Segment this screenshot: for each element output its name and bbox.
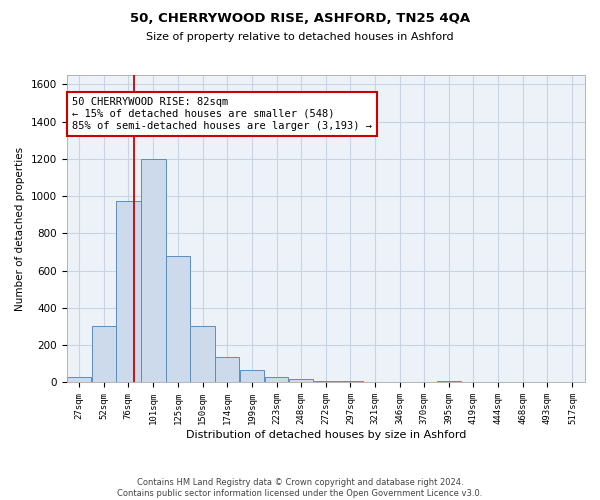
- Text: 50 CHERRYWOOD RISE: 82sqm
← 15% of detached houses are smaller (548)
85% of semi: 50 CHERRYWOOD RISE: 82sqm ← 15% of detac…: [72, 98, 372, 130]
- Bar: [437, 381, 461, 382]
- Bar: [166, 256, 190, 382]
- Bar: [289, 378, 313, 382]
- Bar: [92, 326, 116, 382]
- Text: 50, CHERRYWOOD RISE, ASHFORD, TN25 4QA: 50, CHERRYWOOD RISE, ASHFORD, TN25 4QA: [130, 12, 470, 26]
- Y-axis label: Number of detached properties: Number of detached properties: [15, 146, 25, 311]
- Bar: [239, 370, 264, 382]
- Bar: [141, 159, 166, 382]
- Bar: [265, 377, 289, 382]
- Bar: [190, 326, 215, 382]
- Text: Size of property relative to detached houses in Ashford: Size of property relative to detached ho…: [146, 32, 454, 42]
- Bar: [215, 358, 239, 382]
- Bar: [116, 201, 140, 382]
- Bar: [338, 381, 362, 382]
- Bar: [67, 377, 91, 382]
- Text: Contains HM Land Registry data © Crown copyright and database right 2024.
Contai: Contains HM Land Registry data © Crown c…: [118, 478, 482, 498]
- Bar: [314, 380, 338, 382]
- X-axis label: Distribution of detached houses by size in Ashford: Distribution of detached houses by size …: [185, 430, 466, 440]
